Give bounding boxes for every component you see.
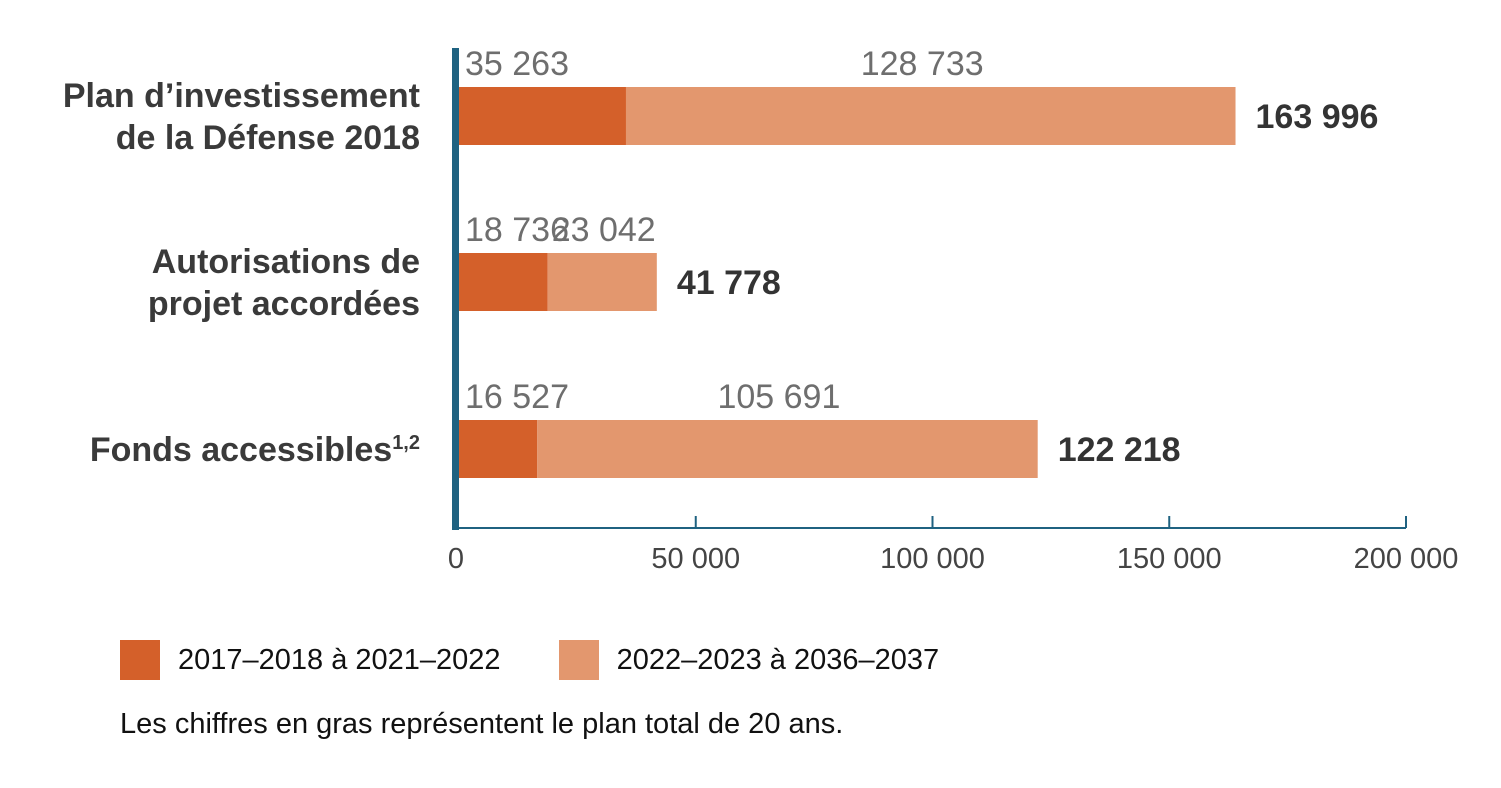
stacked-bar-chart: 35 263 128 733 163 996 Plan d’investissemen… [63,45,1459,575]
bar-segment-2 [537,420,1038,478]
segment-value-label: 105 691 [717,378,840,416]
x-tick-label: 0 [448,543,464,575]
total-value-label: 122 218 [1058,431,1181,469]
y-axis-line [452,48,459,530]
category-label: projet accordées [148,285,420,323]
legend-item-period-2: 2022–2023 à 2036–2037 [558,640,940,680]
legend-label-period-2: 2022–2023 à 2036–2037 [616,643,940,676]
x-tick-label: 100 000 [880,543,985,575]
segment-value-label: 128 733 [861,45,984,83]
bar-segment-1 [459,87,626,145]
legend-swatch-period-2 [558,640,599,680]
x-tick-label: 50 000 [651,543,740,575]
category-label: de la Défense 2018 [116,119,420,157]
chart-note: Les chiffres en gras représentent le pla… [120,708,844,740]
x-tick-label: 200 000 [1354,543,1459,575]
legend-label-period-1: 2017–2018 à 2021–2022 [178,643,501,676]
segment-value-label: 16 527 [465,378,569,416]
segment-value-label: 23 042 [552,211,656,249]
total-value-label: 41 778 [677,264,781,302]
bar-segment-1 [459,420,538,478]
legend: 2017–2018 à 2021–2022 2022–2023 à 2036–2… [120,640,997,680]
legend-item-period-1: 2017–2018 à 2021–2022 [120,640,501,680]
bar-segment-1 [459,253,548,311]
segment-value-label: 18 736 [465,211,569,249]
category-label: Autorisations de [152,243,420,281]
category-label: Fonds accessibles1,2 [90,431,420,469]
segment-value-label: 35 263 [465,45,569,83]
bar-segment-2 [625,87,1236,145]
total-value-label: 163 996 [1256,98,1379,136]
x-tick-label: 150 000 [1117,543,1222,575]
bar-segment-2 [547,253,657,311]
category-label: Plan d’investissement [63,77,420,115]
legend-swatch-period-1 [120,640,160,680]
